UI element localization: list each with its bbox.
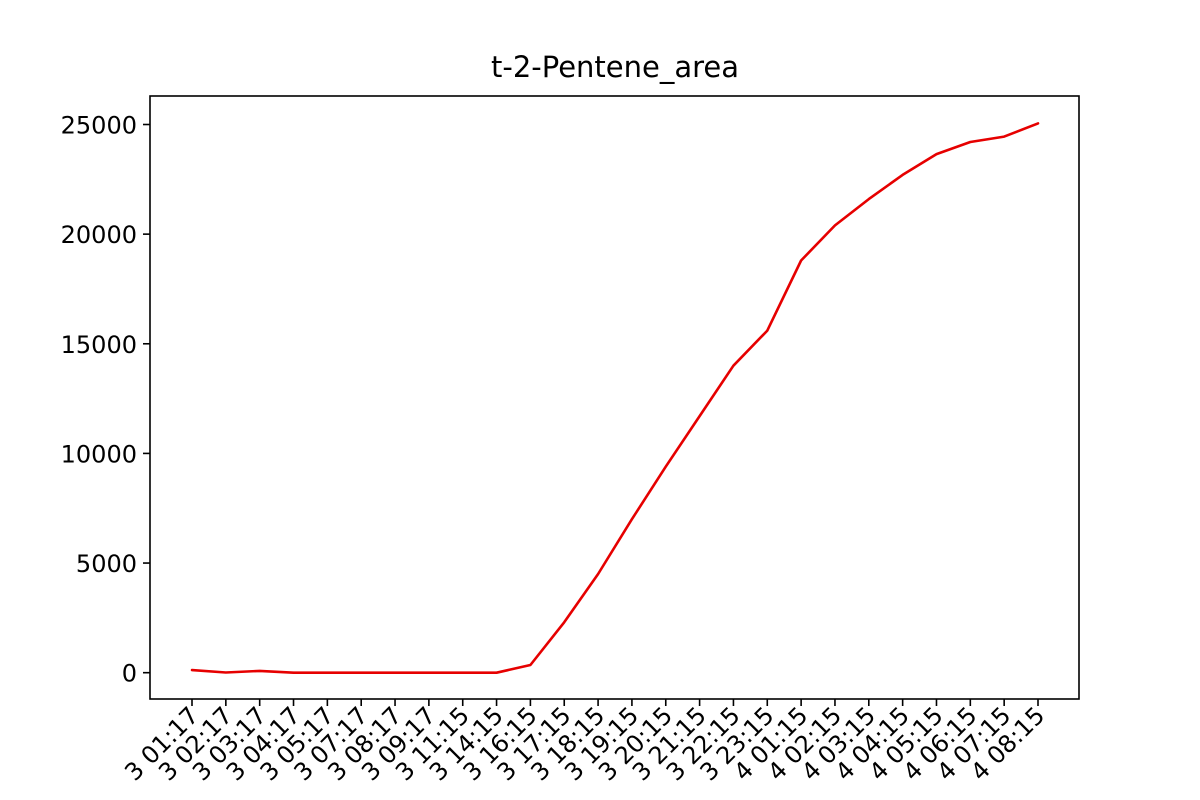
- data-point: [1002, 134, 1007, 139]
- y-tick-label: 0: [122, 660, 137, 688]
- y-tick-label: 10000: [61, 440, 137, 468]
- data-point: [731, 363, 736, 368]
- data-point: [968, 140, 973, 145]
- data-point: [460, 670, 465, 675]
- data-point: [629, 517, 634, 522]
- data-point: [494, 670, 499, 675]
- y-axis: 0 5000 10000 15000 20000 25000: [61, 112, 150, 688]
- data-point: [257, 668, 262, 673]
- data-point: [291, 670, 296, 675]
- data-point: [393, 670, 398, 675]
- data-point: [528, 663, 533, 668]
- data-point: [1036, 121, 1041, 126]
- y-tick-label: 25000: [61, 112, 137, 140]
- data-point: [697, 414, 702, 419]
- data-point: [900, 172, 905, 177]
- x-axis: 3 01:173 02:173 03:173 04:173 05:173 07:…: [119, 699, 1050, 786]
- data-point: [663, 464, 668, 469]
- series-line: [190, 122, 1040, 675]
- data-point: [596, 572, 601, 577]
- data-point: [866, 197, 871, 202]
- y-tick-label: 20000: [61, 221, 137, 249]
- data-point: [765, 328, 770, 333]
- data-point: [562, 620, 567, 625]
- data-point: [223, 670, 228, 675]
- data-point: [190, 668, 195, 673]
- plot-frame: [149, 95, 1080, 700]
- data-point: [799, 258, 804, 263]
- data-point: [934, 152, 939, 157]
- chart-title: t-2-Pentene_area: [491, 50, 739, 84]
- data-point: [832, 223, 837, 228]
- data-point: [426, 670, 431, 675]
- data-point: [325, 670, 330, 675]
- y-tick-label: 5000: [76, 550, 137, 578]
- y-tick-label: 15000: [61, 331, 137, 359]
- series-layer: [190, 121, 1041, 675]
- data-point: [359, 670, 364, 675]
